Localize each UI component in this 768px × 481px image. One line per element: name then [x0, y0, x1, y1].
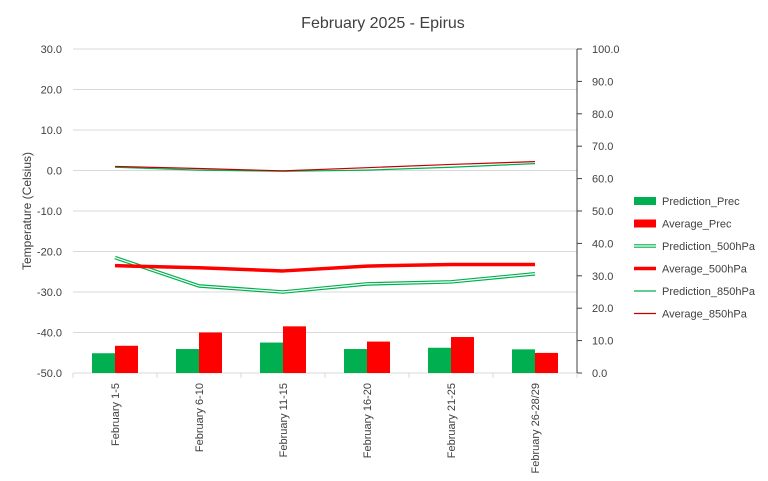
lines: [114, 160, 536, 294]
y2-tick-label: 10.0: [592, 336, 613, 348]
legend-label-prediction-850hpa: Prediction_850hPa: [662, 286, 756, 298]
y2-tick-label: 70.0: [592, 141, 613, 153]
y-tick-label: 10.0: [41, 125, 62, 137]
y-tick-label: -20.0: [37, 247, 62, 259]
y-tick-label: 30.0: [41, 44, 62, 56]
bar-prediction-prec: [176, 349, 199, 373]
bar-average-prec: [535, 352, 558, 373]
tick-labels: -50.0 -40.0 -30.0 -20.0 -10.0 0.0 10.0 20.0 30.0…: [37, 44, 620, 474]
y-tick-label: -40.0: [37, 328, 62, 340]
x-category-label: February 26-28/29: [530, 383, 542, 474]
bar-prediction-prec: [512, 349, 535, 373]
bar-average-prec: [199, 332, 222, 373]
axes: [72, 48, 582, 378]
bar-average-prec: [115, 345, 138, 373]
y-tick-label: -30.0: [37, 287, 62, 299]
legend-label-average-500hpa: Average_500hPa: [662, 264, 748, 276]
y-tick-label: 0.0: [47, 166, 62, 178]
x-category-label: February 21-25: [446, 383, 458, 458]
line-prediction-850hpa: [114, 163, 536, 172]
x-category-label: February 11-15: [278, 383, 290, 457]
x-category-label: February 1-5: [110, 383, 122, 446]
line-prediction-500hpa-inner: [114, 257, 536, 293]
legend-swatch-average-prec: [634, 219, 656, 228]
bar-prediction-prec: [344, 349, 367, 373]
legend-swatch-prediction-prec: [634, 197, 656, 205]
bar-prediction-prec: [92, 353, 115, 373]
legend-label-average-prec: Average_Prec: [662, 219, 732, 231]
y2-tick-label: 60.0: [592, 174, 613, 186]
y2-tick-label: 90.0: [592, 76, 613, 88]
y2-tick-label: 20.0: [592, 303, 613, 315]
y2-tick-label: 30.0: [592, 271, 613, 283]
bar-average-prec: [451, 337, 474, 373]
bar-average-prec: [283, 326, 306, 373]
y-axis-title: Temperature (Celsius): [20, 152, 34, 270]
bar-prediction-prec: [428, 347, 451, 373]
gridlines: [73, 48, 577, 374]
y2-tick-label: 100.0: [592, 44, 620, 56]
y-tick-label: -10.0: [37, 206, 62, 218]
y2-tick-label: 80.0: [592, 109, 613, 121]
y2-tick-label: 40.0: [592, 238, 613, 250]
y-tick-label: -50.0: [37, 368, 62, 380]
x-category-label: February 6-10: [194, 383, 206, 452]
legend-label-prediction-500hpa: Prediction_500hPa: [662, 241, 756, 253]
legend: Prediction_Prec Average_Prec Prediction_50…: [634, 196, 756, 321]
bar-average-prec: [367, 341, 390, 373]
line-average-500hpa: [114, 262, 535, 273]
chart-title: February 2025 - Epirus: [301, 15, 465, 32]
bars: [92, 326, 558, 373]
legend-label-prediction-prec: Prediction_Prec: [662, 196, 740, 208]
y2-tick-label: 0.0: [592, 368, 607, 380]
legend-label-average-850hpa: Average_850hPa: [662, 309, 748, 321]
line-average-850hpa: [114, 160, 536, 172]
x-category-label: February 16-20: [362, 383, 374, 458]
y-tick-label: 20.0: [41, 85, 62, 97]
y2-tick-label: 50.0: [592, 206, 613, 218]
bar-prediction-prec: [260, 342, 283, 373]
